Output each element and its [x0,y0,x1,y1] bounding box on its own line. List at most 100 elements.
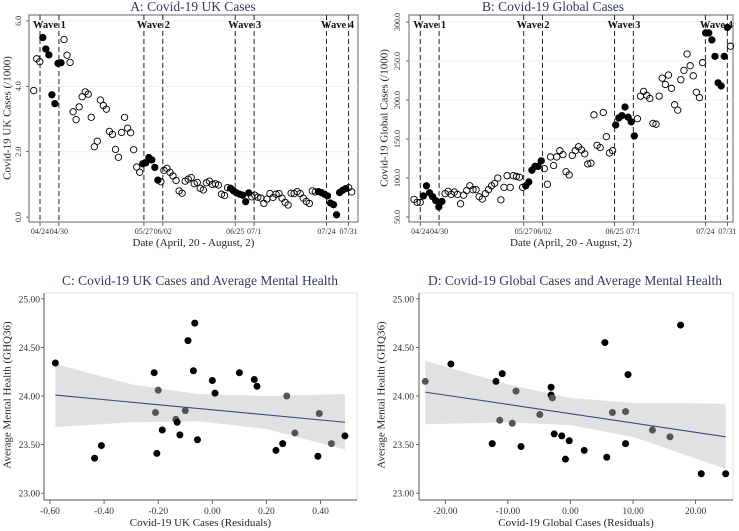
scatter-point [492,377,500,385]
y-tick-label: 2.0 [14,147,23,157]
non-wave-point [667,84,676,92]
confidence-band [55,363,345,450]
y-tick-label: 25.00 [393,295,415,305]
wave-label: Wave 2 [137,20,170,31]
scatter-point [697,470,705,478]
scatter-point [421,377,429,385]
non-wave-point [670,101,679,109]
wave-label: Wave 3 [228,20,261,31]
x-tick-label: 07/1 [626,227,640,236]
scatter-point [250,375,258,383]
non-wave-point [187,173,195,182]
wave-point [717,82,725,90]
scatter-point [624,371,632,379]
scatter-point [208,376,216,384]
x-tick-label: -0.40 [94,507,114,517]
non-wave-point [652,120,660,128]
non-wave-point [674,106,682,114]
scatter-point [496,416,504,424]
x-tick-label: 06/25 [605,227,623,236]
wave-point [612,121,620,129]
wave-point [242,198,250,206]
scatter-point [622,408,630,416]
scatter-point [536,410,544,418]
non-wave-point [172,176,180,185]
x-axis-label: Date (April, 20 - August, 2) [510,237,632,249]
y-tick-label: 100.0 [393,169,402,187]
non-wave-point [553,153,561,161]
x-tick-label: 04/30 [50,227,68,236]
y-tick-label: 250.0 [393,52,402,70]
x-tick-label: 04/24 [31,227,49,236]
non-wave-point [284,201,292,209]
scatter-point [517,443,525,451]
x-tick-label: -0.60 [40,507,60,517]
y-tick-label: 4.0 [14,81,23,91]
wave-point [39,33,47,42]
chart-title: C: Covid-19 UK Cases and Average Mental … [62,273,338,288]
x-tick-label: 04/24 [411,227,429,236]
wave-point [537,157,545,165]
chart-title: D: Covid-19 Global Cases and Average Men… [428,273,722,288]
x-axis-label: Covid-19 UK Cases (Residuals) [130,517,272,529]
non-wave-point [726,42,735,50]
non-wave-point [491,179,499,188]
y-tick-label: 200.0 [393,91,402,109]
non-wave-point [549,161,558,170]
scatter-point [97,442,105,450]
non-wave-point [157,178,165,186]
non-wave-point [494,174,502,182]
panel-a: A: Covid-19 UK Cases Date (April, 20 - Au… [2,0,359,249]
scatter-point [666,433,674,441]
scatter-point [51,359,59,367]
non-wave-point [695,94,704,102]
non-wave-point [692,88,701,96]
wave-point [534,162,542,170]
y-tick-label: 23.50 [393,441,415,451]
y-tick-label: 25.00 [19,295,41,305]
non-wave-point [111,145,120,154]
panel-b: B: Covid-19 Global Cases Date (April, 20 … [379,0,737,249]
non-wave-point [602,133,611,141]
non-wave-point [75,103,83,111]
wave-point [151,163,159,172]
scatter-point [283,392,291,400]
non-wave-point [193,178,201,187]
scatter-point [565,437,573,445]
scatter-point [253,382,261,390]
scatter-point [158,426,166,434]
scatter-point [512,387,520,395]
wave-point [618,111,626,120]
non-wave-point [565,171,573,179]
non-wave-point [102,105,111,113]
x-tick-label: -10.00 [496,507,521,517]
wave-label: Wave 3 [607,20,640,31]
y-tick-label: 300.0 [393,13,402,31]
scatter-point [580,446,588,454]
scatter-point [677,321,685,329]
non-wave-point [416,198,424,206]
x-tick-label: 0.40 [312,507,329,517]
wave-point [438,197,446,206]
non-wave-point [515,173,524,181]
non-wave-point [90,143,98,151]
non-wave-point [305,199,313,208]
scatter-point [150,369,158,377]
y-tick-label: 0.0 [14,212,23,222]
non-wave-point [506,183,514,192]
x-tick-label: 05/27 [515,227,533,236]
y-axis-label: Covid-19 Global Cases (/1000) [379,49,391,187]
wave-label: Wave 1 [33,20,66,31]
non-wave-point [66,58,74,67]
non-wave-point [254,193,262,201]
non-wave-point [199,186,207,194]
non-wave-point [661,80,669,89]
wave-point [708,36,716,44]
non-wave-point [581,150,589,158]
non-wave-point [456,200,465,208]
y-axis-label: Covid-19 UK Cases (/1000) [2,56,14,180]
scatter-point [152,409,160,417]
x-tick-label: 06/02 [154,227,172,236]
scatter-point [722,470,730,478]
wave-label: Wave 4 [321,20,355,31]
